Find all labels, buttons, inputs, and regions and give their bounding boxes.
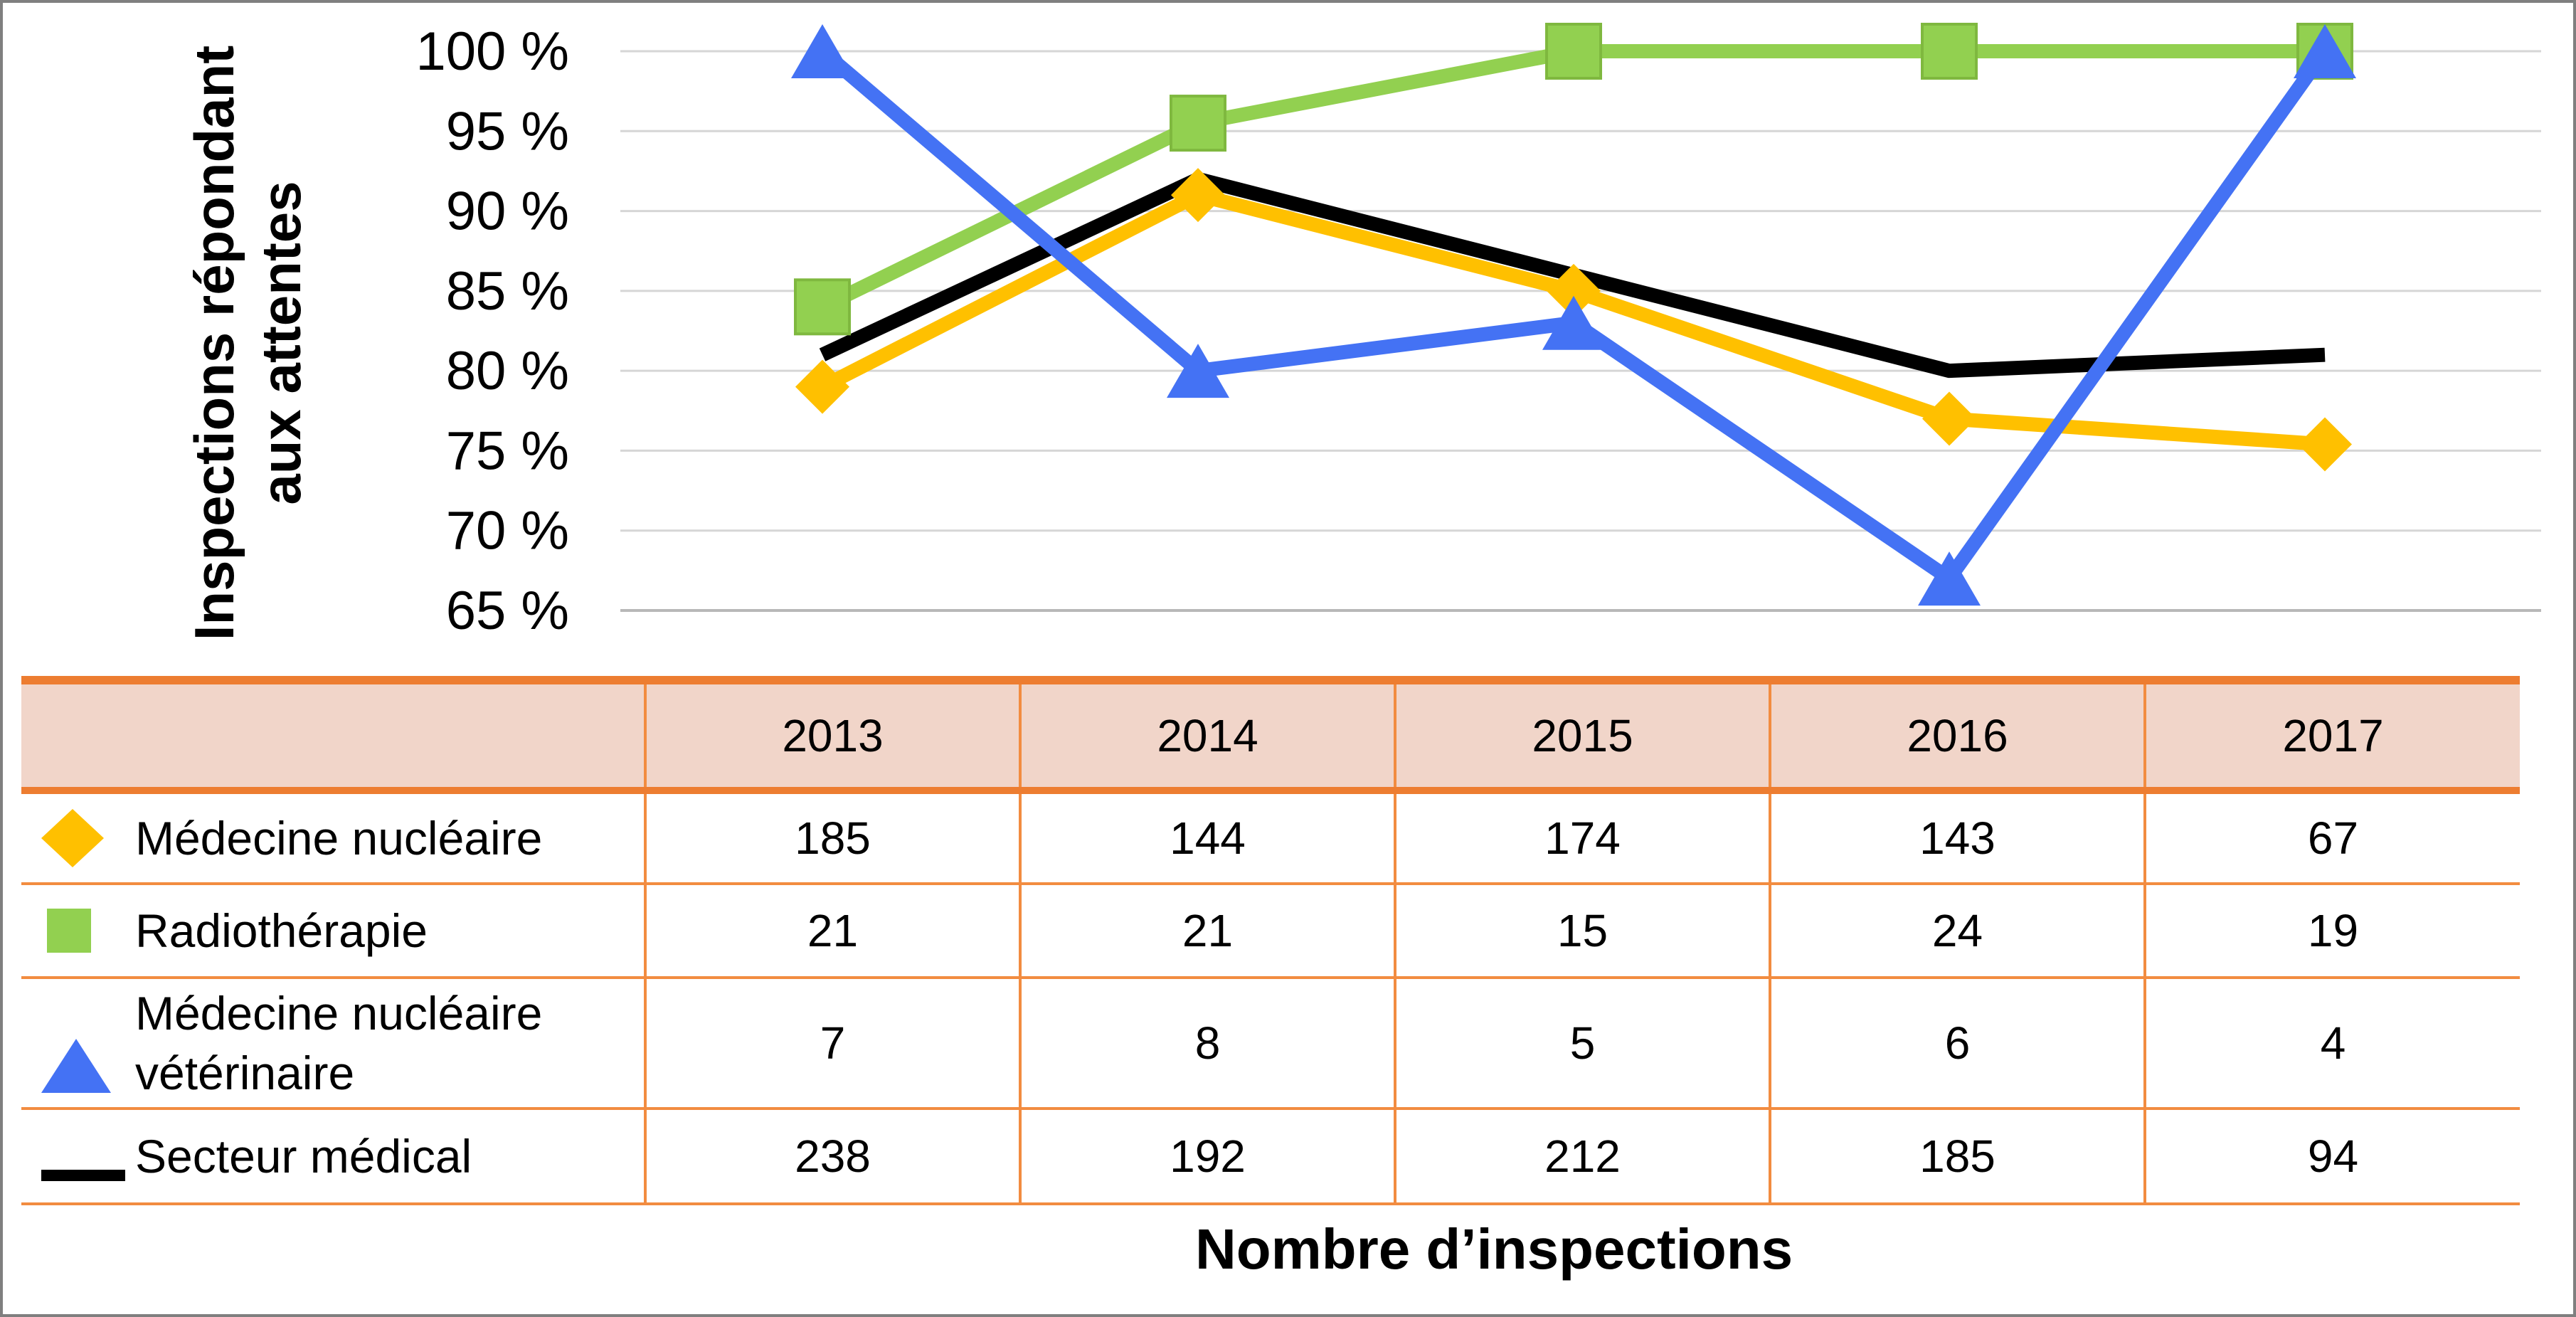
data-point-triangle: [791, 24, 854, 78]
year-header-2015: 2015: [1394, 676, 1771, 794]
table-cell: 185: [1769, 1109, 2146, 1205]
table-row-radiotherapie: Radiothérapie 21 21 15 24 19: [21, 884, 2520, 979]
table-cell: 185: [644, 790, 1022, 885]
y-axis-ticks: 65 % 70 % 75 % 80 % 85 % 90 % 95 % 100 %: [416, 21, 570, 640]
year-header-2017: 2017: [2143, 676, 2520, 794]
series-name: Secteur médical: [135, 1130, 472, 1183]
table-row-medecine-nucleaire-veterinaire: Médecine nucléaire vétérinaire 7 8 5 6 4: [21, 978, 2520, 1110]
series-lines: [791, 23, 2356, 606]
data-point-triangle: [2294, 24, 2356, 78]
y-tick-label: 80 %: [446, 341, 569, 401]
table-cell: 144: [1019, 790, 1396, 885]
table-cell: 174: [1394, 790, 1771, 885]
data-point-square: [1545, 23, 1602, 80]
legend-cell-medecine-nucleaire: Médecine nucléaire: [21, 790, 647, 885]
data-point-triangle: [1918, 551, 1981, 606]
data-point-square: [1170, 95, 1226, 152]
table-header-row: 2013 2014 2015 2016 2017: [21, 676, 2520, 794]
year-header-2016: 2016: [1769, 676, 2146, 794]
series-name: Médecine nucléaire vétérinaire: [135, 987, 543, 1099]
data-point-diamond: [795, 359, 849, 414]
year-header-2013: 2013: [644, 676, 1022, 794]
table-row-medecine-nucleaire: Médecine nucléaire 185 144 174 143 67: [21, 790, 2520, 885]
table-cell: 6: [1769, 978, 2146, 1110]
y-tick-label: 70 %: [446, 501, 569, 561]
table-cell: 21: [1019, 884, 1396, 979]
legend-cell-medecine-nucleaire-veterinaire: Médecine nucléaire vétérinaire: [21, 978, 647, 1110]
table-row-secteur-medical: Secteur médical 238 192 212 185 94: [21, 1109, 2520, 1205]
series-name: Radiothérapie: [135, 904, 428, 957]
table-cell: 5: [1394, 978, 1771, 1110]
data-point-triangle: [1542, 295, 1605, 350]
year-header-2014: 2014: [1019, 676, 1396, 794]
y-tick-label: 75 %: [446, 421, 569, 481]
y-tick-label: 65 %: [446, 581, 569, 640]
table-cell: 7: [644, 978, 1022, 1110]
data-point-diamond: [1922, 391, 1976, 446]
y-tick-label: 90 %: [446, 181, 569, 242]
triangle-marker-icon: [41, 1039, 111, 1093]
x-axis-title: Nombre d’inspections: [1194, 1217, 1793, 1281]
data-point-square: [1921, 23, 1978, 80]
table-cell: 67: [2143, 790, 2520, 885]
table-cell: 192: [1019, 1109, 1396, 1205]
square-marker-icon: [47, 909, 91, 953]
legend-cell-radiotherapie: Radiothérapie: [21, 884, 647, 979]
table-cell: 21: [644, 884, 1022, 979]
line-marker-icon: [41, 1170, 125, 1181]
data-point-diamond: [1547, 263, 1601, 318]
table-cell: 238: [644, 1109, 1022, 1205]
table-cell: 94: [2143, 1109, 2520, 1205]
table-cell: 143: [1769, 790, 2146, 885]
table-cell: 24: [1769, 884, 2146, 979]
table-cell: 212: [1394, 1109, 1771, 1205]
data-point-triangle: [1167, 344, 1229, 398]
series-radiotherapie: [794, 23, 2353, 336]
y-tick-label: 85 %: [446, 261, 569, 322]
data-point-square: [794, 278, 851, 336]
table-cell: 19: [2143, 884, 2520, 979]
table-cell: 4: [2143, 978, 2520, 1110]
series-medecine-nucleaire-veterinaire: [791, 24, 2356, 606]
table-cell: 8: [1019, 978, 1396, 1110]
table-cell: 15: [1394, 884, 1771, 979]
diamond-marker-icon: [41, 809, 104, 867]
line-chart: 65 % 70 % 75 % 80 % 85 % 90 % 95 % 100 %: [416, 21, 2541, 640]
y-tick-label: 95 %: [446, 101, 569, 162]
table-corner-cell: [21, 676, 647, 794]
y-tick-label: 100 %: [416, 21, 570, 82]
series-name: Médecine nucléaire: [135, 812, 543, 864]
legend-cell-secteur-medical: Secteur médical: [21, 1109, 647, 1205]
data-point-diamond: [1171, 168, 1225, 223]
data-point-diamond: [2298, 417, 2352, 472]
inspections-table: 2013 2014 2015 2016 2017 Médecine nucléa…: [21, 676, 2520, 1205]
